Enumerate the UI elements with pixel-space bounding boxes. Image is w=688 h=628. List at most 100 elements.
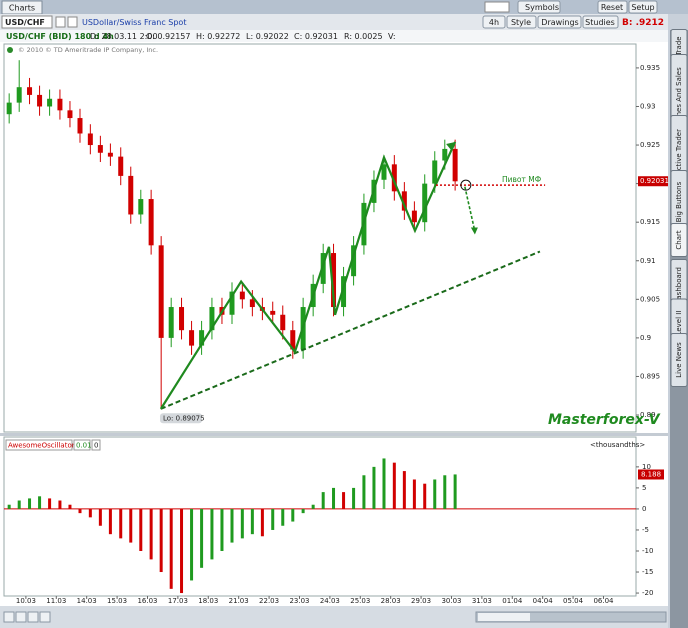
button-label: Reset: [601, 3, 623, 12]
period-button[interactable]: [482, 15, 506, 29]
candle-body: [37, 94, 43, 107]
sidebar-label: Times And Sales: [675, 67, 683, 126]
watermark: Masterforex-V: [548, 412, 661, 428]
button-label: Style: [511, 18, 531, 27]
style-button[interactable]: [506, 15, 537, 29]
osc-bar: [443, 475, 447, 509]
candle-body: [27, 87, 33, 95]
forecast: [464, 186, 476, 232]
candle-body: [411, 210, 417, 223]
reset-button[interactable]: [597, 0, 628, 14]
arrow-head: [446, 141, 456, 150]
zoom-button[interactable]: [15, 611, 27, 623]
candle-body: [97, 145, 103, 153]
osc-bar: [78, 508, 82, 514]
description: USDollar/Swiss Franc Spot: [82, 18, 186, 27]
icon[interactable]: [55, 16, 66, 28]
candle-body: [57, 98, 63, 111]
x-tick-label: 22.03: [259, 597, 279, 605]
osc-bar: [250, 508, 254, 535]
symbol: USD/CHF: [5, 18, 45, 27]
osc-bar: [332, 487, 336, 509]
scroll-thumb[interactable]: [478, 613, 530, 621]
osc-bar: [352, 487, 356, 509]
osc-param: 0.01: [76, 442, 92, 450]
y-tick-label: 0.91: [640, 257, 656, 265]
symbols-button[interactable]: [517, 0, 561, 14]
osc-last-label: 8.188: [641, 470, 661, 478]
x-tick-label: 06.04: [593, 597, 614, 605]
button-label: Drawings: [541, 18, 578, 27]
osc-bar: [139, 508, 143, 551]
osc-bar: [240, 508, 244, 539]
osc-bar: [48, 498, 52, 509]
candle-body: [107, 152, 113, 157]
osc-bar: [453, 474, 457, 509]
x-tick-label: 29.03: [411, 597, 431, 605]
candle-body: [87, 133, 93, 146]
x-tick-label: 17.03: [168, 597, 188, 605]
osc-bar: [129, 508, 133, 543]
drawings-button[interactable]: [537, 15, 582, 29]
candle-body: [442, 148, 448, 161]
osc-bar: [88, 508, 92, 518]
x-tick-label: 25.03: [350, 597, 370, 605]
candle-body: [249, 299, 255, 308]
button-label: Symbols: [525, 3, 559, 12]
info-field: V:: [388, 32, 396, 41]
osc-bar: [433, 479, 437, 509]
symbol-input[interactable]: [1, 15, 53, 29]
candle-body: [452, 148, 458, 182]
info-bar: [0, 30, 668, 42]
y-tick-label: 0.905: [640, 295, 660, 303]
zoom-button[interactable]: [3, 611, 15, 623]
x-tick-label: 05.04: [563, 597, 584, 605]
x-tick-label: 21.03: [229, 597, 249, 605]
bid-price: B: .9212: [622, 18, 664, 28]
osc-bar: [210, 508, 214, 560]
zoom-button[interactable]: [27, 611, 39, 623]
zoom-button[interactable]: [39, 611, 51, 623]
info-field: C: 0.92031: [294, 32, 338, 41]
pivot-label: Пивот МФ: [502, 175, 542, 184]
x-tick-label: 30.03: [441, 597, 461, 605]
sidebar-tab[interactable]: [670, 223, 688, 257]
info-field: D: 28.03.11 2:00: [90, 32, 158, 41]
x-tick-label: 04.04: [533, 597, 554, 605]
scrollbar[interactable]: [475, 611, 667, 623]
candle-body: [351, 245, 357, 277]
sidebar-tab[interactable]: [670, 333, 688, 387]
y-tick-label: 0: [642, 505, 646, 513]
info-field: H: 0.92272: [196, 32, 240, 41]
y-tick-label: 0.935: [640, 64, 660, 72]
studies-button[interactable]: [582, 15, 619, 29]
x-tick-label: 23.03: [289, 597, 309, 605]
osc-bar: [423, 483, 427, 509]
osc-bar: [200, 508, 204, 568]
candle-body: [179, 307, 185, 331]
setup-button[interactable]: [628, 0, 658, 14]
osc-bar: [98, 508, 102, 526]
search-box[interactable]: [484, 1, 510, 13]
osc-bar: [38, 496, 42, 509]
candle-body: [280, 314, 286, 331]
candle-body: [158, 245, 164, 338]
candle-body: [47, 98, 53, 107]
osc-param: 0: [94, 442, 98, 450]
button-label: 4h: [489, 18, 499, 27]
candle-body: [209, 307, 215, 331]
icon[interactable]: [67, 16, 78, 28]
osc-frame: [3, 436, 637, 597]
info-field: USD/CHF (BID) 180 d 4h: [6, 32, 114, 41]
osc-bar: [230, 508, 234, 543]
sidebar-label: Big Buttons: [675, 181, 683, 222]
sidebar-label: Live News: [675, 342, 683, 378]
y-tick-label: 0.9: [640, 334, 651, 342]
info-field: O: 0.92157: [146, 32, 190, 41]
y-tick-label: 0.895: [640, 372, 660, 380]
osc-bar: [271, 508, 275, 530]
x-tick-label: 18.03: [198, 597, 218, 605]
y-tick-label: 0.89: [640, 411, 656, 419]
osc-bar: [372, 466, 376, 509]
trendline: [160, 250, 541, 410]
